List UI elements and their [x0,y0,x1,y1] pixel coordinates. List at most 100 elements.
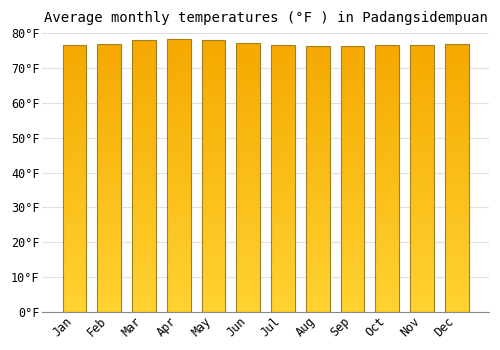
Bar [236,94,260,97]
Bar [306,216,330,219]
Bar [236,210,260,212]
Bar [445,117,468,119]
Bar [340,235,364,237]
Bar [271,200,295,202]
Bar [410,149,434,152]
Bar [98,122,121,125]
Bar [132,70,156,72]
Bar [132,62,156,64]
Bar [236,75,260,78]
Bar [236,288,260,290]
Bar [271,82,295,85]
Bar [306,309,330,312]
Bar [132,173,156,176]
Bar [410,106,434,109]
Bar [98,146,121,149]
Bar [202,45,226,48]
Bar [167,219,190,222]
Bar [376,85,399,88]
Bar [376,58,399,61]
Bar [98,52,121,55]
Bar [445,61,468,63]
Bar [271,240,295,243]
Bar [98,293,121,296]
Bar [202,151,226,154]
Title: Average monthly temperatures (°F ) in Padangsidempuan: Average monthly temperatures (°F ) in Pa… [44,11,488,25]
Bar [236,309,260,312]
Bar [340,160,364,163]
Bar [340,245,364,248]
Bar [202,200,226,203]
Bar [98,170,121,173]
Bar [271,61,295,64]
Bar [376,96,399,98]
Bar [340,285,364,288]
Bar [306,131,330,134]
Bar [236,91,260,94]
Bar [236,293,260,296]
Bar [410,245,434,248]
Bar [445,130,468,133]
Bar [376,301,399,304]
Bar [306,46,330,49]
Bar [271,125,295,128]
Bar [340,301,364,304]
Bar [340,214,364,216]
Bar [132,225,156,228]
Bar [306,272,330,275]
Bar [271,189,295,192]
Bar [376,101,399,104]
Bar [62,125,86,128]
Bar [340,70,364,73]
Bar [202,127,226,130]
Bar [340,197,364,200]
Bar [202,268,226,271]
Bar [410,69,434,72]
Bar [132,113,156,116]
Bar [445,47,468,50]
Bar [410,160,434,162]
Bar [410,61,434,64]
Bar [202,285,226,287]
Bar [410,277,434,280]
Bar [271,309,295,312]
Bar [445,133,468,135]
Bar [202,124,226,127]
Bar [62,112,86,114]
Bar [271,229,295,232]
Bar [98,55,121,58]
Bar [445,245,468,247]
Bar [62,114,86,117]
Bar [306,259,330,261]
Bar [306,120,330,123]
Bar [236,129,260,132]
Bar [410,117,434,120]
Bar [236,304,260,307]
Bar [410,88,434,90]
Bar [98,106,121,108]
Bar [410,266,434,269]
Bar [376,56,399,58]
Bar [236,148,260,150]
Bar [98,98,121,100]
Bar [167,74,190,77]
Bar [271,58,295,61]
Bar [202,116,226,119]
Bar [62,192,86,195]
Bar [410,82,434,85]
Bar [445,154,468,157]
Bar [62,104,86,106]
Bar [132,119,156,121]
Bar [167,194,190,197]
Bar [236,43,260,312]
Bar [236,124,260,126]
Bar [340,171,364,174]
Bar [376,61,399,64]
Bar [132,184,156,187]
Bar [445,197,468,199]
Bar [202,198,226,200]
Bar [167,252,190,254]
Bar [376,98,399,101]
Bar [306,205,330,208]
Bar [445,232,468,234]
